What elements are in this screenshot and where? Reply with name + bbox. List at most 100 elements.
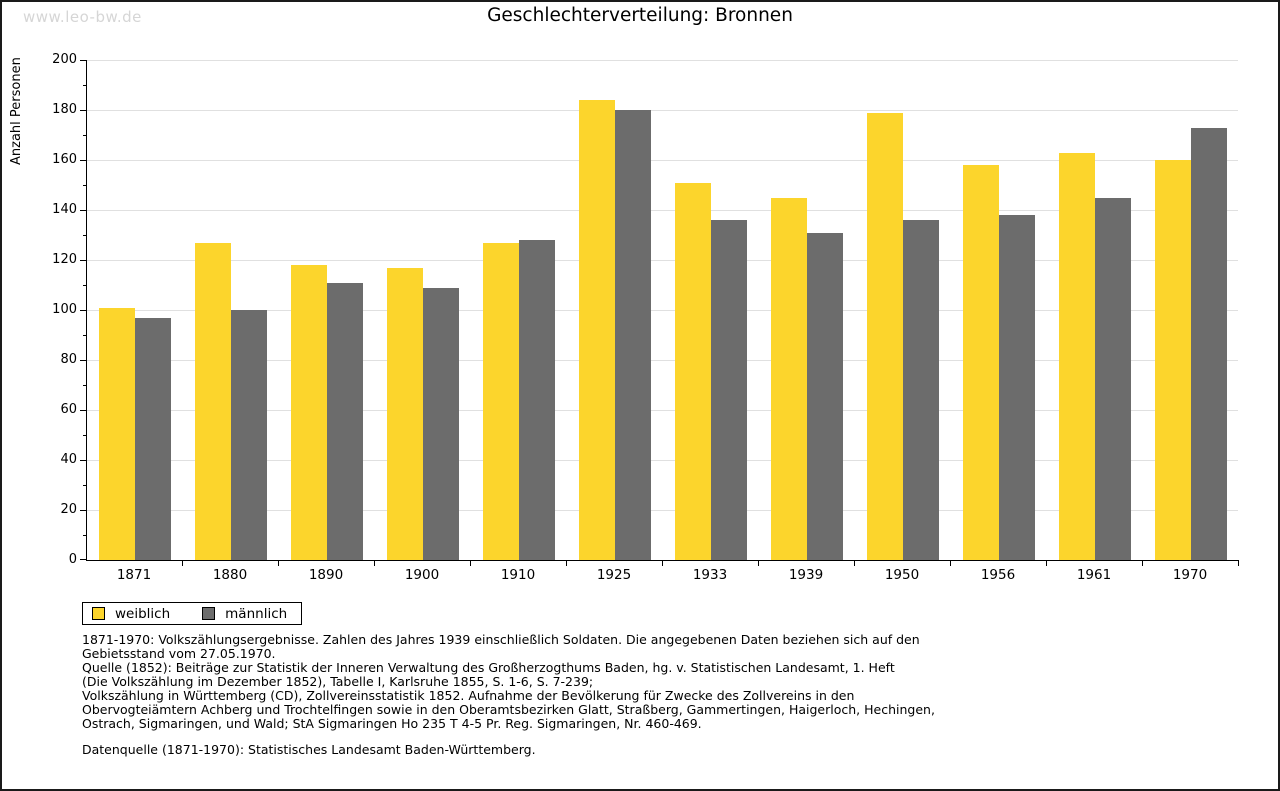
- y-tick-label-160: 160: [52, 152, 77, 167]
- bar-männlich-1939: [807, 232, 843, 560]
- bar-weiblich-1925: [579, 100, 615, 560]
- bar-group-1950: [855, 61, 951, 560]
- gridline-20: [87, 510, 1238, 511]
- gridline-60: [87, 410, 1238, 411]
- y-tick-label-180: 180: [52, 102, 77, 117]
- y-minor-tick-190: [83, 85, 87, 86]
- x-tick-label-1880: 1880: [212, 567, 248, 583]
- y-tick-160: [80, 160, 87, 161]
- legend-item-weiblich: weiblich: [92, 606, 170, 622]
- x-boundary-tick-2: [278, 560, 279, 566]
- y-tick-120: [80, 260, 87, 261]
- bar-männlich-1961: [1095, 197, 1131, 560]
- x-boundary-tick-9: [950, 560, 951, 566]
- bar-group-1970: [1143, 61, 1239, 560]
- footnote-line-6: Obervogteiämtern Achberg und Trochtelfin…: [82, 702, 935, 717]
- legend-box: weiblich männlich: [82, 602, 303, 625]
- x-boundary-tick-5: [566, 560, 567, 566]
- y-tick-label-120: 120: [52, 252, 77, 267]
- x-boundary-tick-1: [182, 560, 183, 566]
- gridline-200: [87, 60, 1238, 61]
- y-minor-tick-50: [83, 435, 87, 436]
- x-tick-label-1925: 1925: [596, 567, 632, 583]
- bar-männlich-1956: [999, 215, 1035, 560]
- legend-swatch-männlich: [202, 607, 216, 620]
- footnote-line-7: Ostrach, Sigmaringen, und Wald; StA Sigm…: [82, 716, 702, 731]
- bar-weiblich-1961: [1059, 152, 1095, 560]
- bar-group-1880: [183, 61, 279, 560]
- bar-weiblich-1970: [1155, 160, 1191, 560]
- bar-männlich-1900: [423, 287, 459, 560]
- y-minor-tick-70: [83, 385, 87, 386]
- legend-label-männlich: männlich: [225, 605, 288, 622]
- bar-weiblich-1950: [867, 112, 903, 560]
- footnote-line-4: (Die Volkszählung im Dezember 1852), Tab…: [82, 674, 594, 689]
- y-tick-label-100: 100: [52, 302, 77, 317]
- datasource-line: Datenquelle (1871-1970): Statistisches L…: [82, 742, 536, 757]
- footnote-line-1: 1871-1970: Volkszählungsergebnisse. Zahl…: [82, 632, 920, 647]
- bar-männlich-1970: [1191, 127, 1227, 560]
- x-tick-label-1956: 1956: [980, 567, 1016, 583]
- bar-weiblich-1880: [195, 242, 231, 560]
- legend-item-männlich: männlich: [202, 606, 287, 622]
- y-tick-80: [80, 360, 87, 361]
- x-boundary-tick-3: [374, 560, 375, 566]
- legend-label-weiblich: weiblich: [115, 605, 171, 622]
- y-minor-tick-10: [83, 535, 87, 536]
- gridline-120: [87, 260, 1238, 261]
- x-boundary-tick-4: [470, 560, 471, 566]
- bar-group-1925: [567, 61, 663, 560]
- bar-männlich-1925: [615, 110, 651, 560]
- x-boundary-tick-7: [758, 560, 759, 566]
- x-boundary-tick-10: [1046, 560, 1047, 566]
- bar-weiblich-1956: [963, 165, 999, 560]
- chart-title: Geschlechterverteilung: Bronnen: [487, 5, 793, 26]
- y-tick-label-140: 140: [52, 202, 77, 217]
- x-tick-label-1871: 1871: [116, 567, 152, 583]
- bar-group-1871: [87, 61, 183, 560]
- x-boundary-tick-11: [1142, 560, 1143, 566]
- gridline-80: [87, 360, 1238, 361]
- bar-weiblich-1933: [675, 182, 711, 560]
- bar-männlich-1890: [327, 282, 363, 560]
- legend-swatch-weiblich: [92, 607, 105, 620]
- bar-weiblich-1900: [387, 267, 423, 560]
- bar-männlich-1880: [231, 310, 267, 560]
- bar-männlich-1871: [135, 317, 171, 560]
- y-tick-180: [80, 110, 87, 111]
- bar-group-1956: [951, 61, 1047, 560]
- y-minor-tick-170: [83, 135, 87, 136]
- gridline-140: [87, 210, 1238, 211]
- y-tick-label-0: 0: [68, 552, 77, 567]
- bar-group-1910: [471, 61, 567, 560]
- bar-männlich-1910: [519, 240, 555, 560]
- gridline-100: [87, 310, 1238, 311]
- footnote-line-5: Volkszählung in Württemberg (CD), Zollve…: [82, 688, 855, 703]
- y-tick-label-40: 40: [60, 452, 77, 467]
- x-tick-label-1970: 1970: [1172, 567, 1208, 583]
- y-tick-60: [80, 410, 87, 411]
- y-tick-label-200: 200: [52, 52, 77, 67]
- x-tick-label-1961: 1961: [1076, 567, 1112, 583]
- y-minor-tick-130: [83, 235, 87, 236]
- y-minor-tick-90: [83, 335, 87, 336]
- y-tick-label-60: 60: [60, 402, 77, 417]
- y-minor-tick-30: [83, 485, 87, 486]
- y-axis-label: Anzahl Personen: [9, 57, 24, 165]
- gridline-180: [87, 110, 1238, 111]
- x-boundary-tick-8: [854, 560, 855, 566]
- y-tick-100: [80, 310, 87, 311]
- watermark-url: www.leo-bw.de: [23, 8, 142, 26]
- y-minor-tick-150: [83, 185, 87, 186]
- bar-group-1939: [759, 61, 855, 560]
- bar-group-1900: [375, 61, 471, 560]
- y-tick-40: [80, 460, 87, 461]
- y-tick-200: [80, 60, 87, 61]
- y-tick-0: [80, 559, 87, 560]
- bar-weiblich-1939: [771, 197, 807, 560]
- x-boundary-tick-12: [1238, 560, 1239, 566]
- gridline-160: [87, 160, 1238, 161]
- x-boundary-tick-6: [662, 560, 663, 566]
- x-tick-label-1900: 1900: [404, 567, 440, 583]
